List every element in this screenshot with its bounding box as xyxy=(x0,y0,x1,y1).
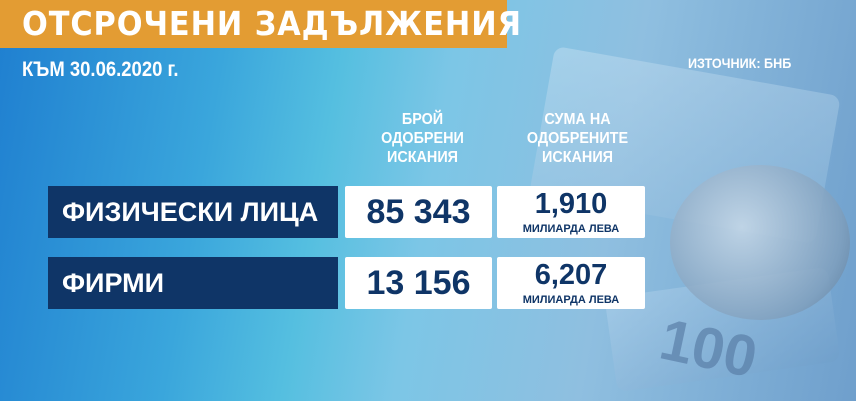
title-bar: ОТСРОЧЕНИ ЗАДЪЛЖЕНИЯ xyxy=(0,0,521,48)
date-subtitle: КЪМ 30.06.2020 г. xyxy=(22,58,179,81)
row-label: ФИРМИ xyxy=(48,257,338,309)
amount-cell: 6,207 МИЛИАРДА ЛЕВА xyxy=(497,257,645,309)
column-header-count: БРОЙ ОДОБРЕНИ ИСКАНИЯ xyxy=(381,111,464,166)
amount-cell: 1,910 МИЛИАРДА ЛЕВА xyxy=(497,186,645,238)
page-title: ОТСРОЧЕНИ ЗАДЪЛЖЕНИЯ xyxy=(22,4,522,43)
amount-unit: МИЛИАРДА ЛЕВА xyxy=(522,223,620,235)
count-value: 85 343 xyxy=(345,186,492,238)
amount-value: 1,910 xyxy=(534,188,608,220)
amount-value: 6,207 xyxy=(534,259,608,291)
count-value: 13 156 xyxy=(345,257,492,309)
coin-image xyxy=(670,165,850,320)
amount-unit: МИЛИАРДА ЛЕВА xyxy=(522,294,620,306)
source-label: ИЗТОЧНИК: БНБ xyxy=(688,55,792,71)
column-header-amount: СУМА НА ОДОБРЕНИТЕ ИСКАНИЯ xyxy=(526,111,629,166)
row-label: ФИЗИЧЕСКИ ЛИЦА xyxy=(48,186,338,238)
